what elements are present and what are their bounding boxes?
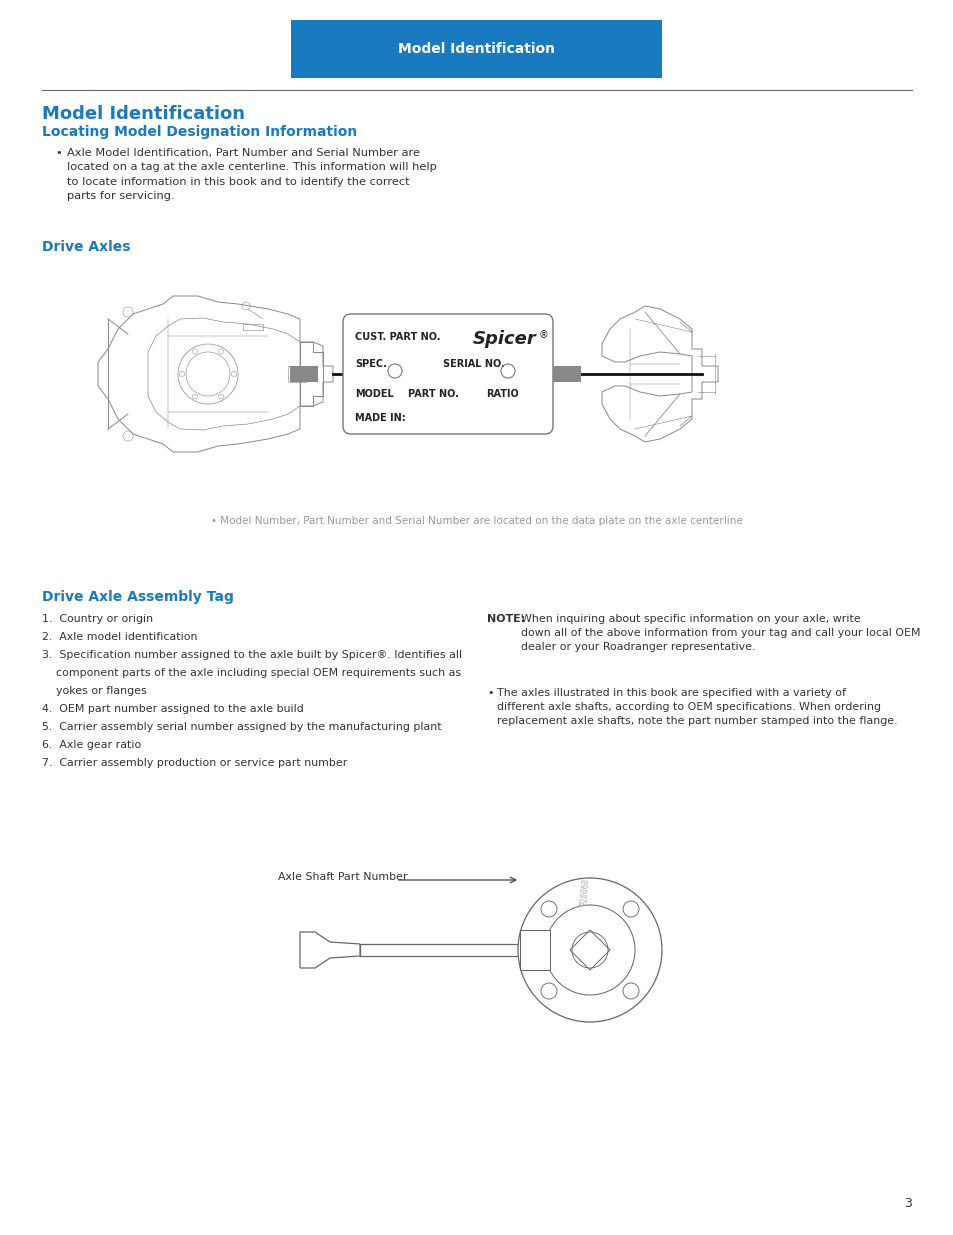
Polygon shape: [299, 932, 359, 968]
Polygon shape: [359, 944, 519, 956]
Text: The axles illustrated in this book are specified with a variety of
different axl: The axles illustrated in this book are s…: [497, 688, 897, 726]
Text: Axle Shaft Part Number: Axle Shaft Part Number: [277, 872, 407, 882]
FancyBboxPatch shape: [343, 314, 553, 433]
Bar: [291, 20, 661, 78]
Text: 5.  Carrier assembly serial number assigned by the manufacturing plant: 5. Carrier assembly serial number assign…: [42, 722, 441, 732]
Bar: [290, 366, 317, 382]
Text: • Model Number, Part Number and Serial Number are located on the data plate on t: • Model Number, Part Number and Serial N…: [211, 516, 742, 526]
Text: 3: 3: [903, 1197, 911, 1210]
Text: When inquiring about specific information on your axle, write
down all of the ab: When inquiring about specific informatio…: [520, 614, 920, 652]
Circle shape: [517, 878, 661, 1023]
Text: yokes or flanges: yokes or flanges: [56, 685, 147, 697]
Text: Locating Model Designation Information: Locating Model Designation Information: [42, 125, 356, 140]
Text: Model Identification: Model Identification: [397, 42, 555, 56]
Text: •: •: [486, 688, 493, 698]
Text: component parts of the axle including special OEM requirements such as: component parts of the axle including sp…: [56, 668, 460, 678]
Text: MADE IN:: MADE IN:: [355, 412, 405, 424]
Text: P20060: P20060: [578, 878, 590, 906]
Text: RATIO: RATIO: [485, 389, 518, 399]
Text: CUST. PART NO.: CUST. PART NO.: [355, 332, 440, 342]
Text: SERIAL NO.: SERIAL NO.: [442, 359, 504, 369]
Text: •: •: [55, 148, 62, 158]
Text: Spicer: Spicer: [473, 330, 537, 348]
Text: Model Identification: Model Identification: [42, 105, 245, 124]
Text: MODEL: MODEL: [355, 389, 394, 399]
Bar: [288, 366, 306, 382]
Text: 6.  Axle gear ratio: 6. Axle gear ratio: [42, 740, 141, 750]
Text: 3.  Specification number assigned to the axle built by Spicer®. Identifies all: 3. Specification number assigned to the …: [42, 650, 461, 659]
Text: ®: ®: [538, 330, 548, 340]
Text: SPEC.: SPEC.: [355, 359, 387, 369]
Text: 4.  OEM part number assigned to the axle build: 4. OEM part number assigned to the axle …: [42, 704, 303, 714]
Text: Drive Axles: Drive Axles: [42, 240, 131, 254]
Bar: [553, 366, 580, 382]
Text: 7.  Carrier assembly production or service part number: 7. Carrier assembly production or servic…: [42, 758, 347, 768]
Text: Axle Model Identification, Part Number and Serial Number are
located on a tag at: Axle Model Identification, Part Number a…: [67, 148, 436, 201]
Bar: [519, 930, 550, 969]
Text: Drive Axle Assembly Tag: Drive Axle Assembly Tag: [42, 590, 233, 604]
Text: NOTE:: NOTE:: [486, 614, 524, 624]
Text: 2.  Axle model identification: 2. Axle model identification: [42, 632, 197, 642]
Text: PART NO.: PART NO.: [408, 389, 458, 399]
Text: 1.  Country or origin: 1. Country or origin: [42, 614, 153, 624]
